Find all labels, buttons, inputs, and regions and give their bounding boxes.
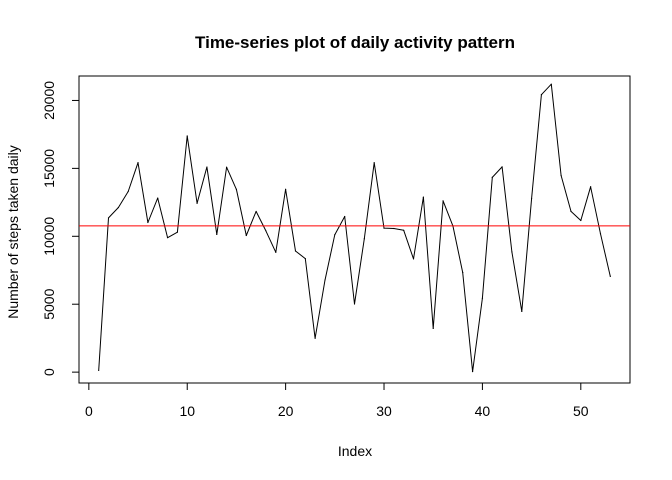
- data-point: [442, 200, 444, 202]
- data-point: [363, 238, 365, 240]
- data-point: [353, 303, 356, 305]
- data-point: [157, 197, 159, 199]
- data-point: [422, 196, 424, 198]
- y-tick-label: 0: [41, 368, 57, 376]
- data-point: [216, 233, 218, 236]
- data-point: [98, 369, 100, 372]
- data-point: [491, 176, 493, 178]
- data-point: [590, 186, 592, 188]
- y-tick-label: 15000: [41, 149, 57, 188]
- x-tick-label: 0: [85, 403, 93, 419]
- data-point: [304, 258, 306, 260]
- data-point: [432, 327, 434, 330]
- data-point: [275, 251, 277, 253]
- chart-title: Time-series plot of daily activity patte…: [195, 33, 515, 52]
- data-point: [521, 310, 523, 312]
- data-point: [373, 162, 375, 164]
- x-tick-label: 40: [475, 403, 491, 419]
- data-point: [599, 233, 602, 235]
- data-point: [462, 271, 464, 274]
- data-point: [137, 162, 139, 164]
- data-point: [501, 166, 503, 168]
- plot-area: [79, 83, 630, 373]
- data-point: [285, 188, 287, 190]
- x-tick-label: 10: [179, 403, 195, 419]
- data-point: [334, 234, 336, 236]
- y-axis: 0 5000 10000 15000 20000: [41, 81, 80, 376]
- data-point: [531, 197, 533, 200]
- y-tick-label: 20000: [41, 81, 57, 120]
- y-axis-label: Number of steps taken daily: [5, 145, 21, 319]
- data-point: [235, 188, 238, 190]
- data-point: [324, 279, 326, 281]
- data-point: [186, 135, 188, 137]
- data-point: [412, 258, 415, 260]
- data-point: [403, 229, 405, 231]
- x-tick-label: 50: [573, 403, 589, 419]
- series-line: [98, 83, 611, 373]
- data-point: [580, 219, 582, 222]
- x-tick-label: 30: [376, 403, 392, 419]
- data-point: [245, 234, 247, 237]
- data-point: [107, 217, 110, 219]
- data-point: [196, 202, 198, 204]
- y-tick-label: 5000: [41, 288, 57, 319]
- data-point: [383, 227, 385, 229]
- data-point: [560, 174, 562, 177]
- plot-frame: [78, 75, 631, 384]
- data-point: [393, 227, 395, 230]
- data-point: [225, 166, 228, 168]
- data-point: [176, 231, 178, 233]
- data-point: [314, 337, 316, 339]
- data-point: [550, 83, 552, 85]
- x-tick-label: 20: [278, 403, 294, 419]
- data-point: [127, 190, 129, 193]
- data-point: [344, 215, 346, 218]
- data-point: [265, 230, 267, 232]
- data-point: [147, 221, 149, 224]
- data-point: [540, 94, 543, 96]
- data-point: [609, 275, 611, 278]
- data-point: [166, 237, 169, 239]
- data-point: [471, 370, 474, 373]
- data-point: [117, 206, 119, 209]
- x-axis-label: Index: [338, 443, 372, 459]
- data-point: [511, 251, 513, 253]
- data-point: [255, 210, 257, 213]
- data-point: [570, 210, 572, 212]
- x-axis: 0 10 20 30 40 50: [85, 382, 589, 419]
- data-point: [481, 297, 484, 299]
- data-point: [206, 166, 208, 168]
- y-tick-label: 10000: [41, 217, 57, 256]
- data-point: [294, 250, 297, 252]
